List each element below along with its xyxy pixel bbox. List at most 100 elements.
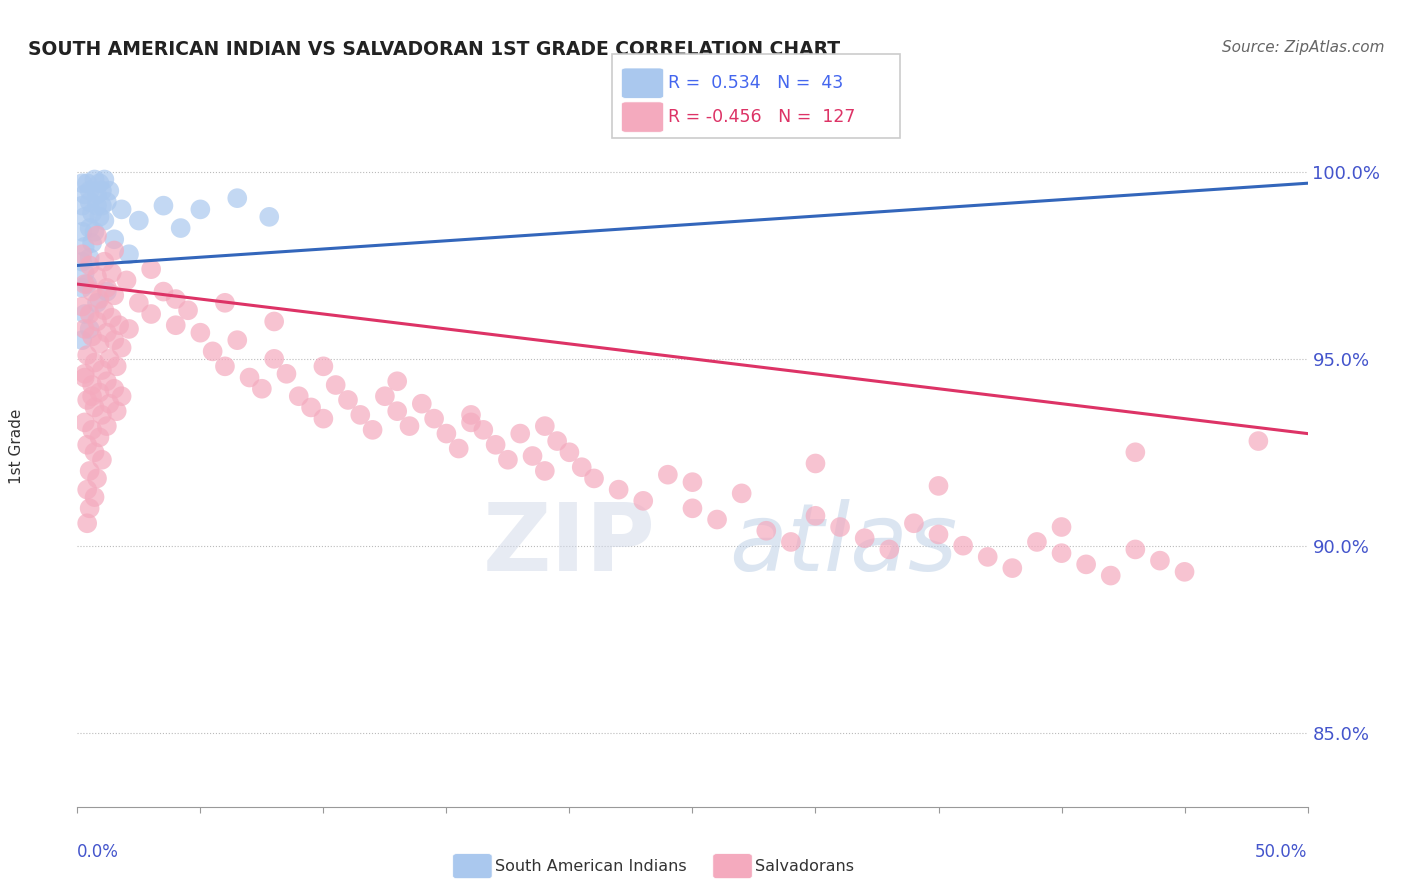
Point	[152, 285, 174, 299]
Text: R =  0.534   N =  43: R = 0.534 N = 43	[668, 74, 844, 92]
Point	[73, 210, 96, 224]
Point	[83, 401, 105, 415]
Point	[853, 531, 876, 545]
Point	[496, 452, 519, 467]
Point	[90, 184, 114, 198]
Point	[83, 445, 105, 459]
Point	[583, 471, 606, 485]
Point	[115, 273, 138, 287]
Point	[82, 285, 104, 299]
Point	[387, 404, 409, 418]
Point	[472, 423, 495, 437]
Point	[337, 392, 360, 407]
Point	[103, 244, 125, 258]
Point	[558, 445, 581, 459]
Point	[79, 221, 101, 235]
Point	[76, 392, 98, 407]
Point	[73, 370, 96, 384]
Point	[190, 326, 212, 340]
Text: ZIP: ZIP	[482, 499, 655, 591]
Point	[460, 416, 482, 430]
Point	[82, 389, 104, 403]
Point	[86, 187, 108, 202]
Point	[79, 251, 101, 265]
Point	[349, 408, 371, 422]
Point	[141, 307, 163, 321]
Text: 0.0%: 0.0%	[77, 843, 120, 861]
Point	[70, 333, 93, 347]
Point	[276, 367, 298, 381]
Point	[1125, 445, 1147, 459]
Point	[89, 385, 111, 400]
Point	[90, 452, 114, 467]
Point	[111, 202, 134, 217]
Point	[86, 269, 108, 284]
Point	[977, 549, 1000, 564]
Point	[83, 225, 105, 239]
Point	[96, 281, 118, 295]
Point	[73, 322, 96, 336]
Point	[731, 486, 754, 500]
Point	[546, 434, 568, 448]
Point	[633, 493, 655, 508]
Point	[1050, 520, 1073, 534]
Point	[263, 314, 285, 328]
Point	[118, 247, 141, 261]
Point	[1099, 568, 1122, 582]
Point	[165, 292, 187, 306]
Point	[82, 235, 104, 250]
Point	[177, 303, 200, 318]
Point	[70, 281, 93, 295]
Point	[411, 397, 433, 411]
Point	[86, 228, 108, 243]
Point	[682, 501, 704, 516]
Point	[952, 539, 974, 553]
Text: SOUTH AMERICAN INDIAN VS SALVADORAN 1ST GRADE CORRELATION CHART: SOUTH AMERICAN INDIAN VS SALVADORAN 1ST …	[28, 40, 841, 59]
Point	[571, 460, 593, 475]
Point	[152, 199, 174, 213]
Point	[755, 524, 778, 538]
Point	[96, 194, 118, 209]
Point	[70, 225, 93, 239]
Point	[73, 266, 96, 280]
Point	[108, 318, 131, 333]
Text: 50.0%: 50.0%	[1256, 843, 1308, 861]
Point	[928, 527, 950, 541]
Point	[259, 210, 281, 224]
Point	[96, 326, 118, 340]
Point	[190, 202, 212, 217]
Point	[361, 423, 384, 437]
Point	[90, 199, 114, 213]
Text: Source: ZipAtlas.com: Source: ZipAtlas.com	[1222, 40, 1385, 55]
Point	[89, 176, 111, 190]
Point	[82, 329, 104, 343]
Point	[128, 295, 150, 310]
Point	[93, 172, 115, 186]
Point	[79, 322, 101, 336]
Point	[90, 408, 114, 422]
Point	[903, 516, 925, 531]
Point	[657, 467, 679, 482]
Text: atlas: atlas	[730, 499, 957, 591]
Point	[374, 389, 396, 403]
Point	[96, 374, 118, 388]
Point	[86, 314, 108, 328]
Point	[73, 187, 96, 202]
Point	[1149, 554, 1171, 568]
Point	[1076, 558, 1098, 572]
Point	[1247, 434, 1270, 448]
Point	[96, 419, 118, 434]
Point	[86, 471, 108, 485]
Point	[79, 194, 101, 209]
Text: South American Indians: South American Indians	[495, 859, 686, 873]
Point	[1001, 561, 1024, 575]
Point	[1026, 535, 1049, 549]
Point	[82, 423, 104, 437]
Point	[1125, 542, 1147, 557]
Point	[76, 277, 98, 292]
Point	[118, 322, 141, 336]
Point	[607, 483, 630, 497]
Point	[89, 337, 111, 351]
Point	[83, 355, 105, 369]
Point	[70, 199, 93, 213]
